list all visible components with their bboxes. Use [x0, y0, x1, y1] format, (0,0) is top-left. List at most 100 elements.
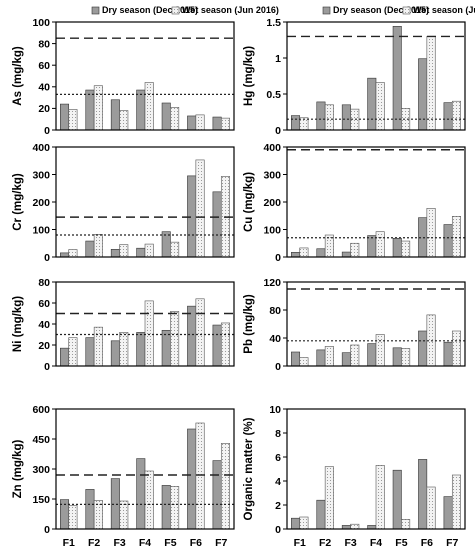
bar-dry-F1 — [60, 252, 70, 258]
bar-dry-F7 — [212, 191, 222, 258]
bar-wet-F4 — [144, 243, 154, 258]
bar-wet-F7 — [451, 216, 461, 258]
bar-dry-F1 — [291, 517, 301, 530]
legend-swatch-dry — [322, 6, 331, 15]
legend-swatch-dry — [91, 6, 100, 15]
y-axis-label: Hg (mg/kg) — [243, 46, 255, 106]
bar-dry-F6 — [187, 115, 197, 131]
bar-dry-F3 — [341, 251, 351, 258]
bar-dry-F7 — [212, 324, 222, 367]
bar-wet-F6 — [426, 486, 436, 530]
bar-wet-F5 — [170, 311, 180, 367]
bar-dry-F7 — [443, 102, 453, 131]
bar-dry-F5 — [392, 347, 402, 367]
x-category-label: F6 — [190, 537, 202, 549]
bar-wet-F6 — [195, 159, 205, 258]
plot-frame — [286, 21, 466, 131]
bar-wet-F7 — [220, 117, 230, 131]
x-category-label: F7 — [446, 537, 458, 549]
bar-dry-F1 — [291, 115, 301, 131]
plot-frame — [55, 281, 235, 367]
chart-panel-1: 0 20 40 60 80 100 As (mg/kg) Dry season (Dec 20… — [12, 5, 279, 137]
x-category-label: F1 — [294, 537, 306, 549]
y-axis-label: Pb (mg/kg) — [243, 294, 255, 354]
bar-dry-F4 — [136, 332, 146, 367]
bar-dry-F5 — [392, 238, 402, 258]
y-tick-label: 300 — [32, 464, 50, 476]
bar-wet-F1 — [68, 505, 78, 530]
y-tick-label: 0 — [44, 361, 50, 373]
legend-swatch-wet — [402, 6, 411, 15]
y-tick-label: 60 — [38, 298, 50, 310]
bar-wet-F6 — [195, 298, 205, 367]
bar-dry-F3 — [110, 249, 120, 258]
bar-wet-F4 — [144, 82, 154, 131]
bar-dry-F7 — [443, 496, 453, 530]
y-tick-label: 40 — [38, 319, 50, 331]
bar-wet-F3 — [119, 332, 129, 367]
y-tick-label: 120 — [263, 277, 281, 289]
x-category-label: F6 — [421, 537, 433, 549]
bar-dry-F4 — [367, 343, 377, 367]
bar-wet-F5 — [401, 240, 411, 258]
y-tick-label: 0.5 — [266, 89, 281, 101]
x-category-label: F2 — [88, 537, 100, 549]
bar-dry-F3 — [341, 104, 351, 131]
bar-wet-F3 — [350, 242, 360, 258]
bar-wet-F1 — [68, 249, 78, 258]
bar-wet-F1 — [68, 337, 78, 367]
bar-wet-F4 — [375, 465, 385, 530]
bar-dry-F4 — [367, 235, 377, 258]
bar-dry-F5 — [161, 102, 171, 131]
y-tick-label: 6 — [275, 452, 281, 464]
plot-frame — [286, 146, 466, 258]
bar-dry-F7 — [443, 224, 453, 258]
y-tick-label: 10 — [269, 404, 281, 416]
y-axis-label: As (mg/kg) — [12, 46, 24, 106]
y-tick-label: 450 — [32, 434, 50, 446]
bar-wet-F5 — [401, 348, 411, 367]
plot-frame — [286, 408, 466, 530]
y-tick-label: 1.5 — [266, 17, 281, 29]
bar-dry-F6 — [418, 330, 428, 367]
chart-panel-2: 0 0.5 1 1.5 Hg (mg/kg) Dry season (Dec 2015)W… — [243, 5, 475, 137]
bar-wet-F1 — [299, 247, 309, 258]
bar-wet-F2 — [324, 104, 334, 131]
bar-wet-F3 — [119, 110, 129, 131]
x-category-label: F5 — [395, 537, 407, 549]
bar-dry-F3 — [110, 340, 120, 367]
bar-wet-F3 — [119, 244, 129, 258]
y-tick-label: 600 — [32, 404, 50, 416]
plot-frame — [55, 146, 235, 258]
bar-dry-F4 — [136, 458, 146, 530]
y-tick-label: 80 — [269, 305, 281, 317]
legend-label-wet: Wet season (Jun 2016) — [182, 5, 279, 15]
y-axis-label: Cu (mg/kg) — [243, 172, 255, 232]
bar-wet-F7 — [220, 322, 230, 367]
chart-panel-5: 0 20 40 60 80 Ni (mg/kg) — [12, 277, 235, 373]
bar-dry-F2 — [316, 248, 326, 258]
y-tick-label: 0 — [44, 252, 50, 264]
bar-dry-F3 — [110, 99, 120, 131]
y-tick-label: 100 — [32, 224, 50, 236]
legend: Dry season (Dec 2015)Wet season (Jun 201… — [91, 5, 279, 15]
bar-dry-F5 — [161, 329, 171, 367]
legend-swatch-wet — [171, 6, 180, 15]
x-category-label: F4 — [139, 537, 151, 549]
y-tick-label: 80 — [38, 277, 50, 289]
y-tick-label: 200 — [263, 197, 281, 209]
bar-wet-F1 — [68, 109, 78, 131]
y-tick-label: 100 — [32, 17, 50, 29]
bar-wet-F2 — [93, 234, 103, 258]
bar-wet-F4 — [375, 334, 385, 367]
y-tick-label: 300 — [263, 169, 281, 181]
bar-wet-F2 — [93, 85, 103, 131]
chart-panel-3: 0 100 200 300 400 Cr (mg/kg) — [12, 142, 235, 264]
chart-panel-8: 0 2 4 6 8 10 Organic matter (%) F1 F2 F3 F4 F5 F6 F7 — [243, 404, 466, 549]
bar-wet-F5 — [170, 107, 180, 131]
bar-dry-F7 — [212, 116, 222, 131]
bar-wet-F7 — [451, 100, 461, 131]
bar-wet-F3 — [119, 500, 129, 530]
bar-wet-F7 — [220, 443, 230, 530]
